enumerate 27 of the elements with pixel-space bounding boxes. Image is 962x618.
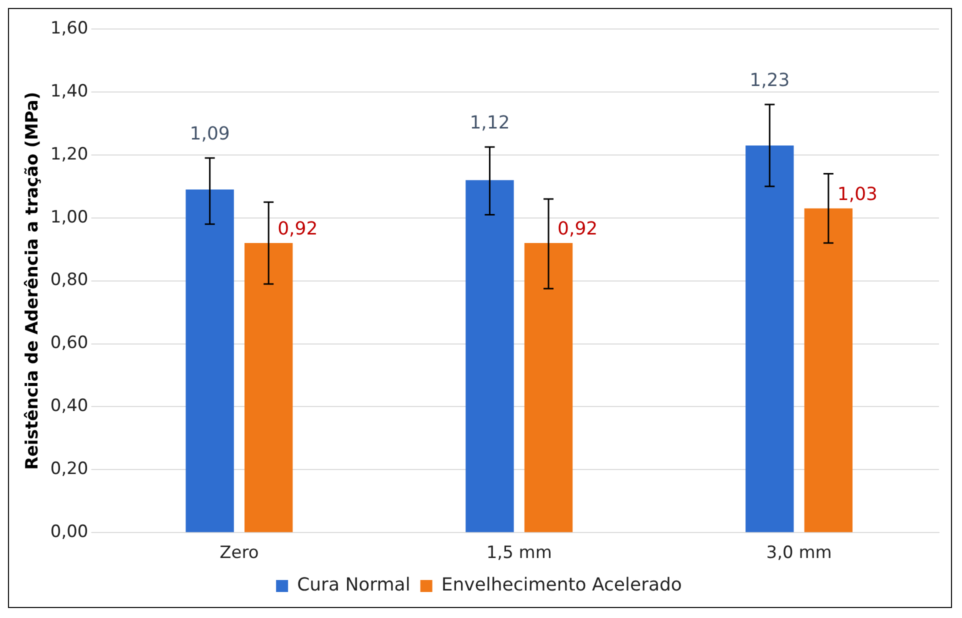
data-label: 1,03 (837, 184, 878, 206)
legend-label: Cura Normal (297, 574, 410, 596)
x-tick-label: 3,0 mm (766, 543, 832, 564)
y-tick-label: 0,60 (50, 333, 88, 354)
x-tick-label: Zero (220, 543, 259, 564)
y-tick-label: 0,20 (50, 459, 88, 480)
legend-label: Envelhecimento Acelerado (441, 574, 682, 596)
bar (524, 243, 573, 532)
data-label: 0,92 (278, 218, 318, 240)
y-axis-title: Reistência de Aderência a tração (MPa) (22, 92, 43, 470)
data-label: 0,92 (558, 218, 598, 240)
data-label: 1,12 (470, 112, 510, 134)
bar (186, 190, 234, 532)
y-tick-label: 0,00 (50, 522, 88, 542)
y-tick-label: 1,20 (50, 144, 88, 164)
bar (746, 145, 794, 532)
data-label: 1,09 (190, 124, 230, 145)
data-label: 1,23 (750, 70, 790, 92)
bar (466, 180, 514, 532)
bar (804, 208, 853, 532)
x-tick-label: 1,5 mm (486, 543, 552, 564)
y-tick-label: 1,40 (50, 81, 88, 102)
y-tick-label: 1,60 (50, 18, 88, 38)
y-tick-label: 0,40 (50, 396, 88, 416)
bar (244, 243, 293, 532)
y-tick-label: 0,80 (50, 270, 88, 290)
y-tick-label: 1,00 (50, 207, 88, 228)
